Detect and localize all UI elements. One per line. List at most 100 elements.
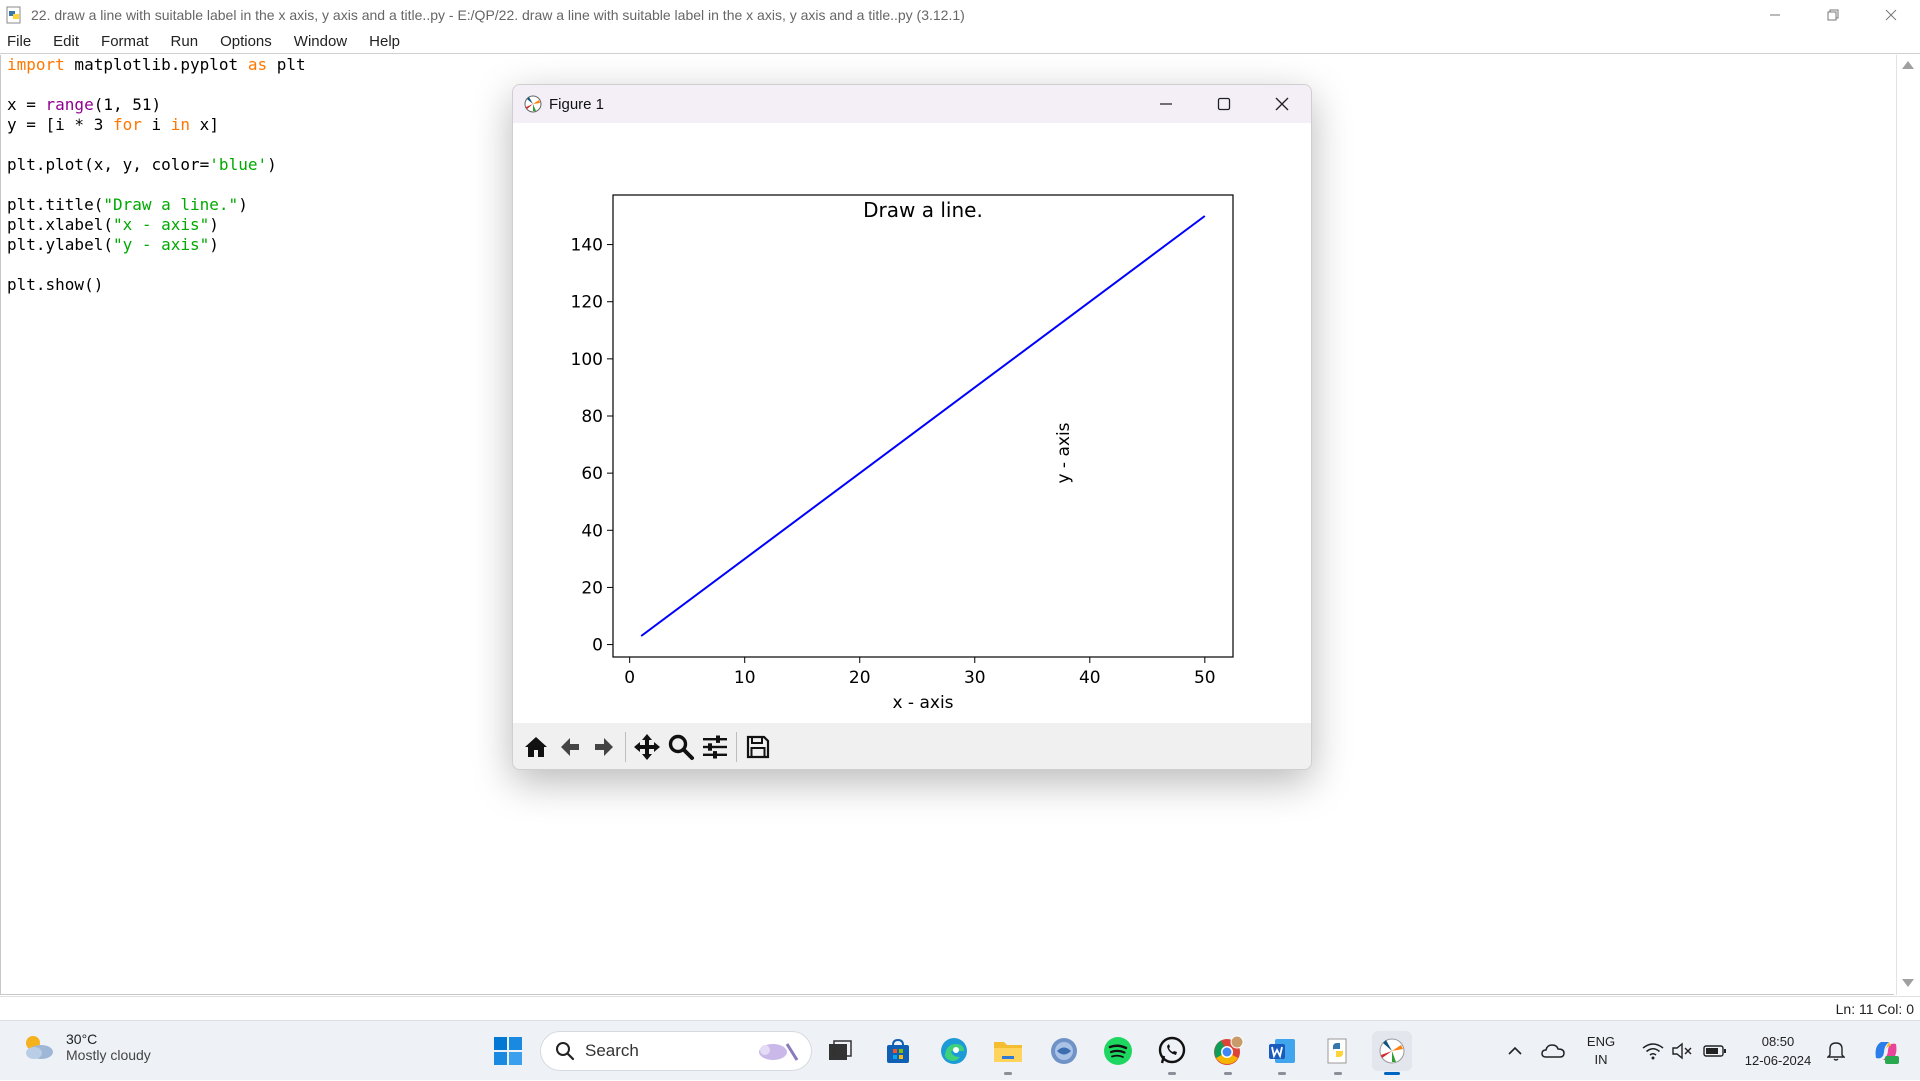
running-indicator: [1334, 1072, 1342, 1075]
figure-close-button[interactable]: [1253, 85, 1311, 123]
copilot-button[interactable]: [1864, 1021, 1908, 1081]
weather-condition: Mostly cloudy: [66, 1047, 151, 1063]
code-line[interactable]: import matplotlib.pyplot as plt: [7, 55, 306, 75]
figure-toolbar: [513, 723, 1311, 769]
menu-options[interactable]: Options: [220, 32, 272, 50]
code-line[interactable]: [7, 75, 306, 95]
search-icon: [556, 1042, 575, 1061]
figure-window[interactable]: Figure 1 Draw a line. x - axis y - axis …: [512, 84, 1312, 770]
chrome-button[interactable]: [1208, 1031, 1248, 1075]
battery-button[interactable]: [1700, 1021, 1730, 1081]
pan-button[interactable]: [630, 730, 664, 764]
zoom-icon: [668, 734, 694, 760]
word-icon: [1269, 1039, 1295, 1063]
window-title: 22. draw a line with suitable label in t…: [31, 6, 965, 23]
line-chart[interactable]: Draw a line. x - axis y - axis 0 10 20 30 40…: [513, 123, 1312, 723]
code-token: as: [247, 55, 268, 74]
code-token: matplotlib.pyplot: [64, 55, 248, 74]
axis-ticks: 0 10 20 30 40 50 0 20 40 60 80 100 120 140: [571, 236, 1216, 688]
show-hidden-icons-button[interactable]: [1500, 1021, 1530, 1081]
code-token: plt.plot(x, y, color=: [7, 155, 210, 174]
save-icon: [746, 735, 770, 759]
series-line[interactable]: [640, 215, 1206, 637]
code-line[interactable]: [7, 135, 306, 155]
spotify-button[interactable]: [1098, 1031, 1138, 1071]
x-tick-label: 20: [849, 668, 871, 688]
idle-button[interactable]: [1318, 1031, 1358, 1075]
menu-run[interactable]: Run: [170, 32, 199, 50]
edge-button[interactable]: [934, 1031, 974, 1071]
code-line[interactable]: plt.plot(x, y, color='blue'): [7, 155, 306, 175]
figure-minimize-button[interactable]: [1137, 85, 1195, 123]
spotify-icon: [1104, 1037, 1132, 1065]
code-line[interactable]: [7, 255, 306, 275]
y-tick-label: 140: [571, 236, 603, 256]
chevron-up-icon: [1508, 1046, 1522, 1055]
code-token: ): [209, 235, 219, 254]
task-view-button[interactable]: [820, 1031, 860, 1071]
x-tick-label: 0: [624, 668, 635, 688]
code-token: plt.title(: [7, 195, 104, 214]
x-tick-label: 50: [1194, 668, 1216, 688]
back-button[interactable]: [553, 730, 587, 764]
word-button[interactable]: [1262, 1031, 1302, 1075]
start-button[interactable]: [488, 1031, 528, 1071]
home-button[interactable]: [519, 730, 553, 764]
figure-titlebar[interactable]: Figure 1: [513, 85, 1311, 123]
zoom-button[interactable]: [664, 730, 698, 764]
figure-maximize-button[interactable]: [1195, 85, 1253, 123]
code-line[interactable]: plt.ylabel("y - axis"): [7, 235, 306, 255]
vertical-scrollbar[interactable]: [1896, 55, 1920, 995]
volume-button[interactable]: [1668, 1021, 1696, 1081]
menu-window[interactable]: Window: [293, 32, 348, 50]
forward-button[interactable]: [587, 730, 621, 764]
y-tick-label: 40: [581, 521, 603, 541]
wifi-icon: [1642, 1043, 1664, 1060]
taskbar-search[interactable]: Search: [540, 1031, 812, 1071]
code-line[interactable]: [7, 175, 306, 195]
language-indicator[interactable]: ENG IN: [1580, 1021, 1622, 1081]
save-button[interactable]: [741, 730, 775, 764]
matplotlib-app-button[interactable]: [1372, 1031, 1412, 1075]
close-icon: [1885, 9, 1897, 20]
running-indicator: [1224, 1072, 1232, 1075]
matplotlib-icon: [524, 95, 542, 113]
code-line[interactable]: x = range(1, 51): [7, 95, 306, 115]
notifications-button[interactable]: [1822, 1021, 1850, 1081]
plot-area[interactable]: Draw a line. x - axis y - axis 0 10 20 30 40…: [513, 123, 1312, 723]
code-token: ): [238, 195, 248, 214]
close-button[interactable]: [1862, 0, 1920, 29]
code-token: plt: [267, 55, 306, 74]
code-line[interactable]: plt.xlabel("x - axis"): [7, 215, 306, 235]
store-button[interactable]: [878, 1031, 918, 1071]
scroll-up-icon[interactable]: [1902, 61, 1914, 69]
clock-time: 08:50: [1761, 1034, 1795, 1049]
copilot-icon: [1875, 1042, 1899, 1064]
menu-help[interactable]: Help: [369, 32, 400, 50]
clock[interactable]: 08:50 12-06-2024: [1738, 1021, 1818, 1081]
whatsapp-button[interactable]: [1152, 1031, 1192, 1075]
code-token: plt.show(): [7, 275, 104, 294]
weather-widget[interactable]: 30°C Mostly cloudy: [20, 1031, 151, 1063]
menu-edit[interactable]: Edit: [53, 32, 80, 50]
menu-file[interactable]: File: [7, 32, 32, 50]
code-token: for: [112, 115, 142, 134]
code-line[interactable]: y = [i * 3 for i in x]: [7, 115, 306, 135]
search-highlight-icon: [759, 1043, 799, 1061]
wifi-button[interactable]: [1638, 1021, 1668, 1081]
code-line[interactable]: plt.title("Draw a line."): [7, 195, 306, 215]
restore-button[interactable]: [1804, 0, 1862, 29]
file-explorer-icon: [994, 1042, 1022, 1062]
minimize-button[interactable]: [1746, 0, 1804, 29]
code-text[interactable]: import matplotlib.pyplot as plt x = range…: [7, 55, 306, 295]
menu-format[interactable]: Format: [101, 32, 149, 50]
minimize-icon: [1160, 103, 1172, 105]
configure-subplots-button[interactable]: [698, 730, 732, 764]
python-icon: [1051, 1038, 1077, 1064]
store-icon: [887, 1038, 909, 1063]
onedrive-button[interactable]: [1536, 1021, 1570, 1081]
python-app-button[interactable]: [1044, 1031, 1084, 1071]
scroll-down-icon[interactable]: [1902, 979, 1914, 987]
file-explorer-button[interactable]: [988, 1031, 1028, 1075]
code-line[interactable]: plt.show(): [7, 275, 306, 295]
